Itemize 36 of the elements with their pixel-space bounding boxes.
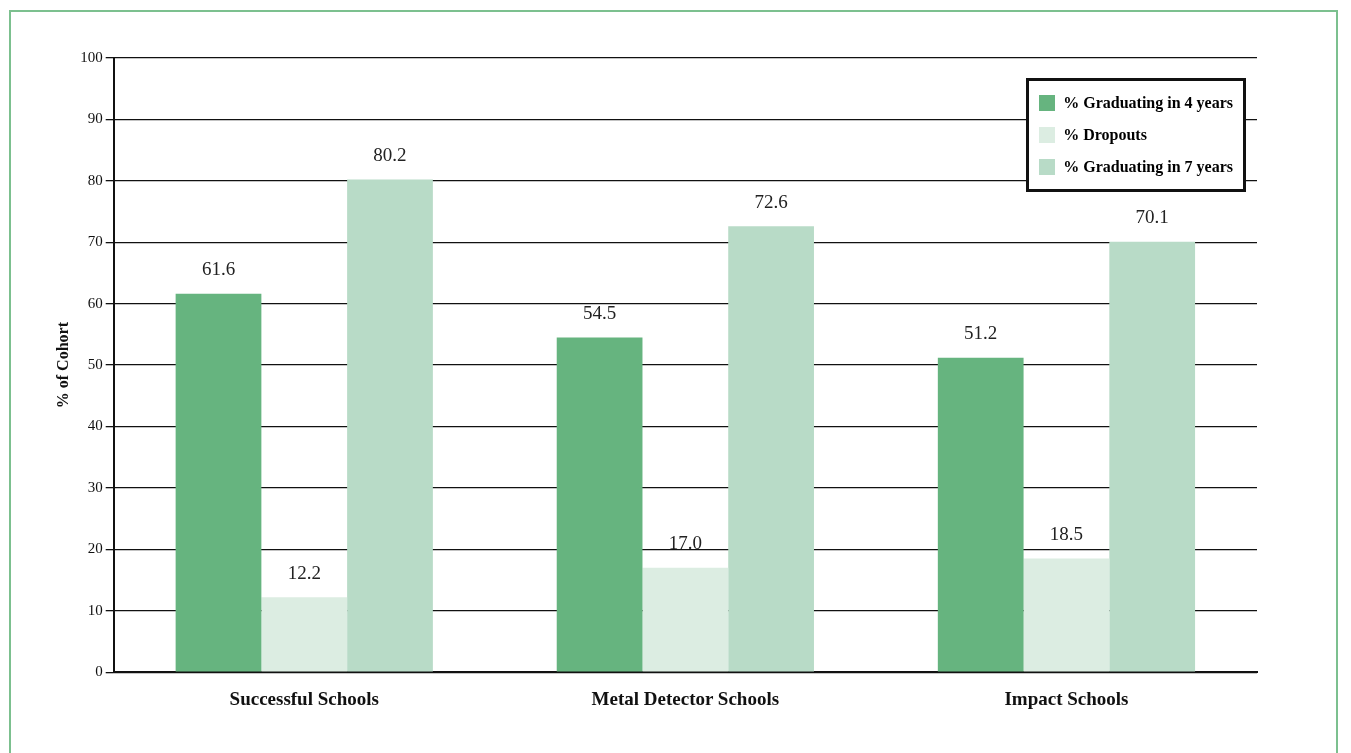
- y-tick-label: 40: [87, 417, 103, 434]
- y-tick-label: 60: [87, 294, 103, 311]
- bar: [347, 179, 433, 672]
- x-tick-label: Successful Schools: [229, 687, 379, 709]
- legend-label: % Graduating in 4 years: [1063, 94, 1233, 112]
- bar: [642, 567, 729, 672]
- y-tick-label: 70: [87, 233, 103, 250]
- y-axis-title: % of Cohort: [53, 321, 71, 409]
- y-tick-label: 80: [87, 171, 103, 188]
- data-label: 12.2: [287, 561, 321, 583]
- y-tick-label: 20: [87, 540, 103, 557]
- bar: [175, 293, 262, 672]
- x-tick-label: Impact Schools: [1004, 687, 1129, 709]
- legend-label: % Graduating in 7 years: [1063, 158, 1233, 176]
- bar: [1023, 558, 1110, 672]
- bar: [937, 357, 1024, 672]
- data-label: 54.5: [582, 301, 617, 323]
- y-tick-label: 0: [95, 663, 103, 680]
- y-tick-label: 100: [80, 48, 103, 65]
- y-tick-label: 90: [87, 110, 103, 127]
- y-tick-label: 30: [87, 478, 103, 495]
- data-label: 51.2: [964, 322, 998, 344]
- data-label: 18.5: [1049, 523, 1084, 545]
- data-label: 70.1: [1135, 206, 1169, 228]
- bar: [728, 226, 814, 672]
- bar: [1109, 241, 1196, 672]
- data-label: 61.6: [201, 258, 236, 280]
- y-tick-label: 10: [87, 601, 103, 618]
- bar: [261, 597, 348, 672]
- data-label: 80.2: [373, 144, 407, 166]
- bar: [556, 337, 643, 672]
- data-label: 72.6: [754, 190, 788, 212]
- y-tick-label: 50: [87, 356, 103, 373]
- x-tick-label: Metal Detector Schools: [591, 687, 780, 709]
- data-label: 17.0: [668, 532, 702, 554]
- legend-label: % Dropouts: [1063, 126, 1147, 144]
